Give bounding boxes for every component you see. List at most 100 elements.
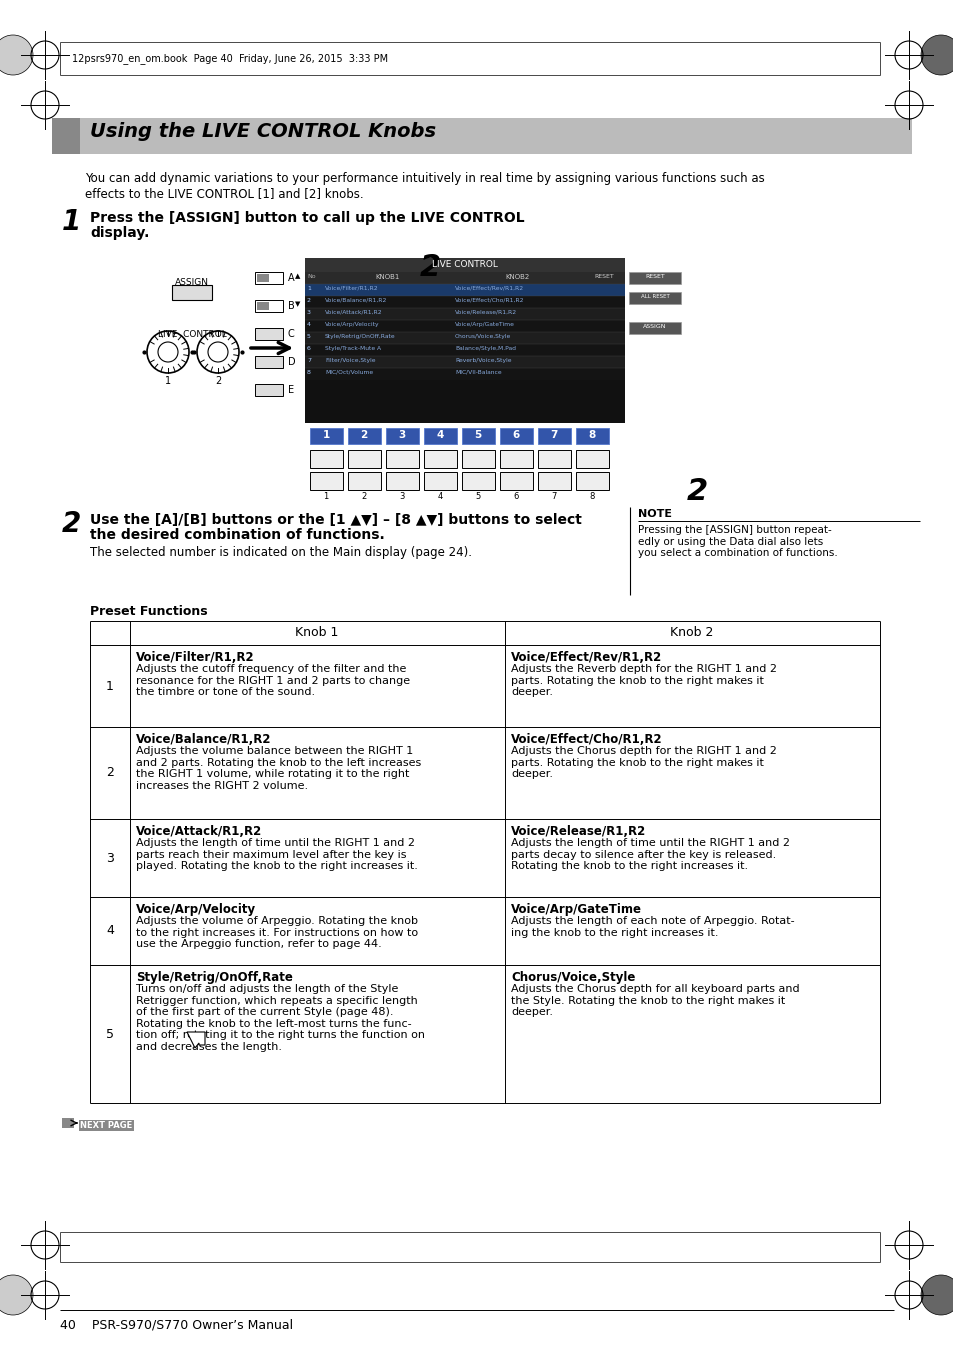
Text: LIVE CONTROL: LIVE CONTROL: [432, 261, 497, 269]
Text: MIC/VII-Balance: MIC/VII-Balance: [455, 370, 501, 375]
Text: E: E: [288, 385, 294, 396]
Bar: [305, 284, 624, 296]
Text: 4: 4: [436, 431, 443, 440]
Bar: [537, 428, 571, 444]
Text: Adjusts the Reverb depth for the RIGHT 1 and 2
parts. Rotating the knob to the r: Adjusts the Reverb depth for the RIGHT 1…: [511, 664, 776, 697]
Text: Chorus/Voice,Style: Chorus/Voice,Style: [455, 333, 511, 339]
Text: 2: 2: [307, 298, 311, 302]
Text: Style/Retrig/OnOff,Rate: Style/Retrig/OnOff,Rate: [325, 333, 395, 339]
Text: 1: 1: [165, 377, 171, 386]
Bar: [423, 450, 456, 468]
Bar: [256, 302, 269, 311]
Text: Voice/Arp/GateTime: Voice/Arp/GateTime: [455, 323, 515, 327]
Text: 5: 5: [475, 491, 480, 501]
Text: 2: 2: [686, 477, 707, 506]
Text: 4: 4: [436, 491, 442, 501]
Text: 6: 6: [513, 491, 518, 501]
Bar: [499, 450, 533, 468]
Text: RESET: RESET: [644, 274, 664, 279]
Polygon shape: [187, 1031, 205, 1048]
Circle shape: [0, 1274, 33, 1315]
Text: Voice/Attack/R1,R2: Voice/Attack/R1,R2: [325, 310, 382, 315]
Text: 2: 2: [360, 431, 367, 440]
Text: Voice/Balance/R1,R2: Voice/Balance/R1,R2: [325, 298, 387, 302]
Text: Voice/Filter/R1,R2: Voice/Filter/R1,R2: [136, 651, 254, 664]
Text: 4: 4: [106, 925, 113, 937]
Bar: [62, 1118, 74, 1129]
Bar: [310, 428, 343, 444]
Bar: [254, 271, 283, 284]
Text: Knob 2: Knob 2: [670, 626, 713, 639]
Text: Reverb/Voice,Style: Reverb/Voice,Style: [455, 358, 511, 363]
Text: 40    PSR-S970/S770 Owner’s Manual: 40 PSR-S970/S770 Owner’s Manual: [60, 1318, 293, 1331]
Bar: [254, 356, 283, 369]
Text: Voice/Effect/Rev/R1,R2: Voice/Effect/Rev/R1,R2: [511, 651, 661, 664]
Text: 3: 3: [398, 431, 405, 440]
Text: ALL RESET: ALL RESET: [640, 294, 669, 298]
Text: MIC/Oct/Volume: MIC/Oct/Volume: [325, 370, 373, 375]
Text: ▲: ▲: [294, 273, 300, 279]
Text: Adjusts the Chorus depth for all keyboard parts and
the Style. Rotating the knob: Adjusts the Chorus depth for all keyboar…: [511, 984, 799, 1017]
Text: Style/Track-Mute A: Style/Track-Mute A: [325, 346, 381, 351]
Circle shape: [920, 35, 953, 76]
Bar: [576, 428, 608, 444]
Text: 1: 1: [322, 431, 330, 440]
Text: The selected number is indicated on the Main display (page 24).: The selected number is indicated on the …: [90, 545, 472, 559]
Bar: [79, 1120, 133, 1131]
Bar: [576, 450, 608, 468]
Text: Voice/Attack/R1,R2: Voice/Attack/R1,R2: [136, 825, 262, 838]
Text: 2: 2: [62, 510, 81, 539]
Text: 3: 3: [106, 852, 113, 864]
Text: ASSIGN: ASSIGN: [174, 278, 209, 288]
Bar: [537, 472, 571, 490]
Bar: [310, 450, 343, 468]
Text: You can add dynamic variations to your performance intuitively in real time by a: You can add dynamic variations to your p…: [85, 171, 764, 200]
Bar: [461, 428, 495, 444]
Bar: [305, 258, 624, 271]
Bar: [461, 472, 495, 490]
Text: 7: 7: [550, 431, 558, 440]
Text: 2: 2: [106, 767, 113, 779]
Bar: [348, 450, 380, 468]
Bar: [254, 383, 283, 396]
Text: 8: 8: [307, 370, 311, 375]
Text: NOTE: NOTE: [638, 509, 671, 518]
Circle shape: [0, 35, 33, 76]
Bar: [305, 258, 624, 423]
Bar: [305, 332, 624, 344]
Text: LIVE  CONTROL: LIVE CONTROL: [157, 329, 226, 339]
Text: RESET: RESET: [594, 274, 613, 279]
Bar: [628, 292, 680, 304]
Bar: [305, 356, 624, 369]
Bar: [254, 300, 283, 312]
Text: Balance/Style,M.Pad: Balance/Style,M.Pad: [455, 346, 516, 351]
Text: D: D: [288, 356, 295, 367]
Text: 7: 7: [551, 491, 557, 501]
Bar: [461, 450, 495, 468]
Text: display.: display.: [90, 225, 150, 240]
Text: 3: 3: [399, 491, 404, 501]
Text: Style/Retrig/OnOff,Rate: Style/Retrig/OnOff,Rate: [136, 971, 293, 984]
Text: 5: 5: [307, 333, 311, 339]
Text: 1: 1: [62, 208, 81, 236]
Text: 2: 2: [361, 491, 366, 501]
Bar: [305, 369, 624, 379]
Text: 7: 7: [307, 358, 311, 363]
Text: Pressing the [ASSIGN] button repeat-
edly or using the Data dial also lets
you s: Pressing the [ASSIGN] button repeat- edl…: [638, 525, 837, 558]
Bar: [52, 117, 911, 154]
Bar: [254, 328, 283, 340]
Text: Adjusts the length of each note of Arpeggio. Rotat-
ing the knob to the right in: Adjusts the length of each note of Arpeg…: [511, 917, 794, 938]
Text: 2: 2: [419, 252, 441, 282]
Text: 3: 3: [307, 310, 311, 315]
Bar: [499, 472, 533, 490]
Text: Adjusts the length of time until the RIGHT 1 and 2
parts decay to silence after : Adjusts the length of time until the RIG…: [511, 838, 789, 871]
Text: ▼: ▼: [294, 301, 300, 306]
Text: Voice/Arp/Velocity: Voice/Arp/Velocity: [136, 903, 255, 917]
Text: Preset Functions: Preset Functions: [90, 605, 208, 618]
Bar: [386, 450, 418, 468]
Text: No: No: [307, 274, 315, 279]
Text: 6: 6: [307, 346, 311, 351]
Text: Chorus/Voice,Style: Chorus/Voice,Style: [511, 971, 635, 984]
Bar: [386, 428, 418, 444]
Bar: [386, 472, 418, 490]
